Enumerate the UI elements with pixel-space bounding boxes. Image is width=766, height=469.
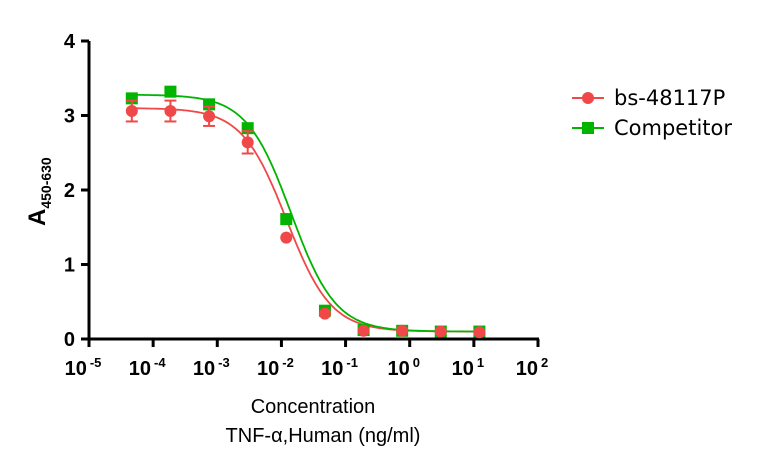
x-tick-base: 10 [193, 358, 215, 380]
x-tick-exponent: -1 [346, 355, 358, 370]
x-axis-subtitle: TNF-α,Human (ng/ml) [226, 425, 421, 447]
data-point-bs-48117p [357, 324, 370, 337]
fit-curve-competitor [131, 93, 480, 333]
y-tick-label: 0 [64, 329, 75, 351]
x-tick-exponent: -4 [154, 355, 166, 370]
data-point-bs-48117p [203, 110, 216, 123]
legend-marker-square [582, 122, 594, 134]
legend-item-competitor: Competitor [572, 116, 732, 140]
legend: bs-48117P Competitor [572, 86, 732, 140]
data-point-bs-48117p [434, 325, 447, 338]
x-tick-exponent: -2 [282, 355, 294, 370]
x-tick-exponent: -5 [90, 355, 102, 370]
x-tick-base: 10 [452, 358, 474, 380]
y-axis-title: A450-630 [24, 157, 54, 226]
data-points [125, 85, 486, 339]
data-point-bs-48117p [125, 105, 138, 118]
x-tick-base: 10 [257, 358, 279, 380]
x-tick-exponent: 1 [477, 355, 484, 370]
legend-marker-circle [582, 92, 594, 104]
x-tick-label: 10 2 [516, 355, 548, 380]
y-axis-title-main: A [24, 209, 51, 226]
data-point-bs-48117p [164, 105, 177, 118]
data-point-bs-48117p [396, 324, 409, 337]
x-tick-exponent: -3 [218, 355, 230, 370]
data-point-bs-48117p [318, 307, 331, 320]
x-tick-label: 10 -5 [65, 355, 102, 380]
y-tick-label: 4 [64, 31, 76, 53]
x-axis-title: Concentration [251, 396, 376, 418]
x-tick-exponent: 0 [413, 355, 420, 370]
legend-item-bs-48117p: bs-48117P [572, 86, 725, 110]
x-tick-label: 10 -1 [321, 355, 358, 380]
x-tick-exponent: 2 [541, 355, 548, 370]
x-tick-label: 10 -3 [193, 355, 230, 380]
x-tick-base: 10 [65, 358, 87, 380]
y-axis-title-subscript: 450-630 [38, 157, 54, 209]
x-tick-label: 10 -2 [257, 355, 294, 380]
y-tick-label: 3 [64, 106, 75, 128]
y-tick-label: 2 [64, 180, 75, 202]
fit-curves [131, 93, 480, 333]
x-tick-label: 10 1 [452, 355, 484, 380]
x-tick-base: 10 [387, 358, 409, 380]
x-tick-base: 10 [129, 358, 151, 380]
fit-curve-bs-48117p [131, 107, 480, 333]
data-point-competitor [280, 213, 293, 226]
data-point-competitor [164, 85, 177, 98]
x-tick-base: 10 [321, 358, 343, 380]
data-point-bs-48117p [241, 136, 254, 149]
legend-label-bs-48117p: bs-48117P [614, 86, 725, 110]
data-point-bs-48117p [280, 231, 293, 244]
y-tick-label: 1 [64, 255, 75, 277]
legend-label-competitor: Competitor [614, 116, 732, 140]
x-tick-label: 10 0 [387, 355, 419, 380]
data-point-bs-48117p [473, 326, 486, 339]
x-tick-label: 10 -4 [129, 355, 167, 380]
x-tick-base: 10 [516, 358, 538, 380]
